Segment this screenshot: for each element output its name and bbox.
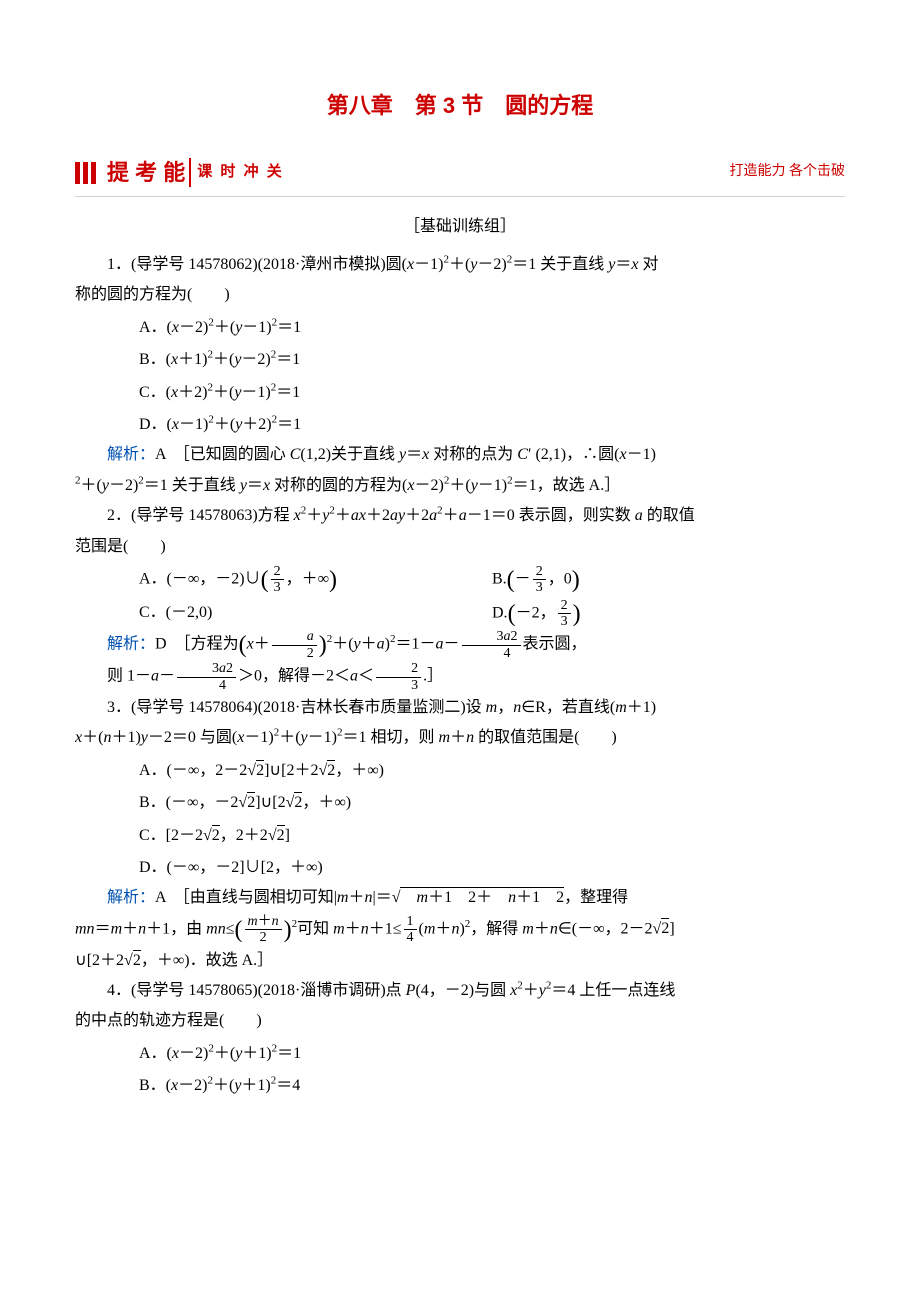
section-label: ［基础训练组］ — [75, 212, 845, 242]
banner-main-text: 提 考 能 — [107, 152, 185, 194]
q4-optA: A．(x－2)2＋(y＋1)2＝1 — [75, 1039, 845, 1069]
banner-row: 提 考 能 课 时 冲 关 打造能力 各个击破 — [75, 152, 845, 197]
q4-stem: 4．(导学号 14578065)(2018·淄博市调研)点 P(4，－2)与圆 … — [75, 976, 845, 1006]
chapter-title: 第八章 第 3 节 圆的方程 — [75, 85, 845, 127]
answer-label: 解析： — [107, 446, 155, 463]
q2-answer-line2: 则 1－a－3a24＞0，解得－2＜a＜23.］ — [75, 661, 845, 693]
q2-stem: 2．(导学号 14578063)方程 x2＋y2＋ax＋2ay＋2a2＋a－1＝… — [75, 501, 845, 531]
q2-optAB-row: A．(－∞，－2)∪(23，＋∞) B.(－23，0) — [75, 564, 845, 596]
q1-stem: 1．(导学号 14578062)(2018·漳州市模拟)圆(x－1)2＋(y－2… — [75, 250, 845, 280]
q3-optD: D．(－∞，－2]∪[2，＋∞) — [75, 853, 845, 883]
q1-answer: 解析：A ［已知圆的圆心 C(1,2)关于直线 y＝x 对称的点为 C′ (2,… — [75, 440, 845, 470]
q2-stem-cont: 范围是( ) — [75, 532, 845, 562]
q2-optB: B.(－23，0) — [492, 564, 845, 596]
q2-optA: A．(－∞，－2)∪(23，＋∞) — [139, 564, 492, 596]
q3-stem: 3．(导学号 14578064)(2018·吉林长春市质量监测二)设 m，n∈R… — [75, 693, 845, 723]
q4-optB: B．(x－2)2＋(y＋1)2＝4 — [75, 1071, 845, 1101]
banner-red-bars — [75, 162, 99, 184]
q3-optA: A．(－∞，2－2√2]∪[2＋2√2，＋∞) — [75, 756, 845, 786]
banner-right-text: 打造能力 各个击破 — [730, 159, 846, 186]
answer-label: 解析： — [107, 636, 155, 653]
banner-left: 提 考 能 课 时 冲 关 — [75, 152, 284, 194]
q4-stem-cont: 的中点的轨迹方程是( ) — [75, 1006, 845, 1036]
answer-label: 解析： — [107, 889, 155, 906]
q1-stem-cont: 称的圆的方程为( ) — [75, 280, 845, 310]
q1-answer-cont: 2＋(y－2)2＝1 关于直线 y＝x 对称的圆的方程为(x－2)2＋(y－1)… — [75, 471, 845, 501]
banner-sub-text: 课 时 冲 关 — [189, 158, 284, 187]
q2-answer: 解析：D ［方程为(x＋a2)2＋(y＋a)2＝1－a－3a24表示圆， — [75, 629, 845, 661]
q1-optA: A．(x－2)2＋(y－1)2＝1 — [75, 313, 845, 343]
q3-answer-line3: ∪[2＋2√2，＋∞)．故选 A.］ — [75, 946, 845, 976]
q3-answer: 解析：A ［由直线与圆相切可知|m＋n|＝√ m＋1 2＋ n＋1 2，整理得 — [75, 883, 845, 913]
q2-optD: D.(－2，23) — [492, 598, 845, 630]
q1-optD: D．(x－1)2＋(y＋2)2＝1 — [75, 410, 845, 440]
q3-answer-line2: mn＝m＋n＋1，由 mn≤(m＋n2)2可知 m＋n＋1≤14(m＋n)2，解… — [75, 914, 845, 946]
q2-optCD-row: C．(－2,0) D.(－2，23) — [75, 598, 845, 630]
q1-optB: B．(x＋1)2＋(y－2)2＝1 — [75, 345, 845, 375]
q3-stem-cont: x＋(n＋1)y－2＝0 与圆(x－1)2＋(y－1)2＝1 相切，则 m＋n … — [75, 723, 845, 753]
q2-optC: C．(－2,0) — [139, 598, 492, 630]
q3-optB: B．(－∞，－2√2]∪[2√2，＋∞) — [75, 788, 845, 818]
q3-optC: C．[2－2√2，2＋2√2] — [75, 821, 845, 851]
q1-optC: C．(x＋2)2＋(y－1)2＝1 — [75, 378, 845, 408]
